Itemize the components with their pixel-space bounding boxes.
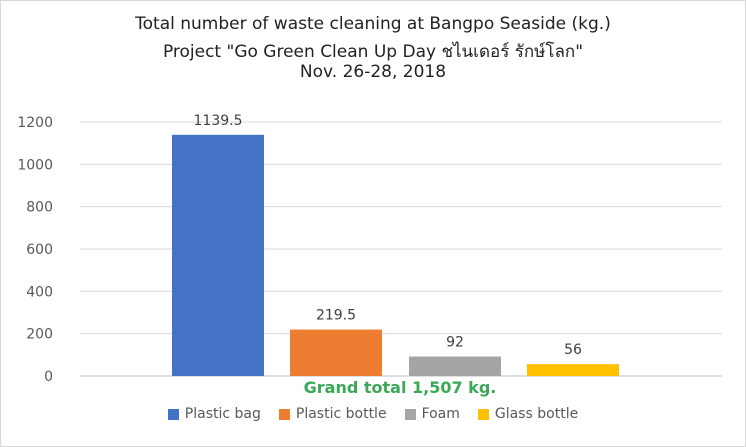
chart-legend: Plastic bag Plastic bottle Foam Glass bottl… [0, 406, 746, 422]
legend-swatch [404, 408, 416, 420]
legend-item: Plastic bag [167, 406, 261, 422]
legend-label: Glass bottle [494, 406, 579, 422]
y-tick-label: 1200 [17, 115, 53, 131]
chart-title-line-3: Nov. 26-28, 2018 [299, 62, 447, 82]
legend-label: Foam [421, 406, 460, 422]
bar-plastic-bag [172, 134, 264, 376]
y-tick-label: 0 [44, 369, 53, 385]
bar-plastic-bottle [290, 329, 382, 376]
bar-glass-bottle [527, 364, 619, 376]
legend-label: Plastic bottle [295, 406, 387, 422]
legend-label: Plastic bag [184, 406, 261, 422]
data-label: 92 [446, 335, 464, 351]
bar-foam [409, 356, 501, 376]
grand-total-annotation: Grand total 1,507 kg. [303, 378, 497, 397]
legend-swatch [167, 408, 179, 420]
y-tick-label: 1000 [17, 157, 53, 173]
legend-swatch [477, 408, 489, 420]
chart-title-line-2: Project "Go Green Clean Up Day ชไนเดอร์ … [162, 42, 584, 62]
legend-item: Glass bottle [477, 406, 579, 422]
data-label: 1139.5 [194, 113, 243, 129]
legend-swatch [278, 408, 290, 420]
y-tick-label: 600 [26, 242, 53, 258]
legend-item: Plastic bottle [278, 406, 387, 422]
y-tick-label: 400 [26, 284, 53, 300]
legend-item: Foam [404, 406, 460, 422]
y-tick-label: 800 [26, 200, 53, 216]
data-label: 56 [564, 342, 582, 358]
data-label: 219.5 [316, 308, 356, 324]
y-tick-label: 200 [26, 327, 53, 343]
chart-title-line-1: Total number of waste cleaning at Bangpo… [135, 14, 611, 34]
